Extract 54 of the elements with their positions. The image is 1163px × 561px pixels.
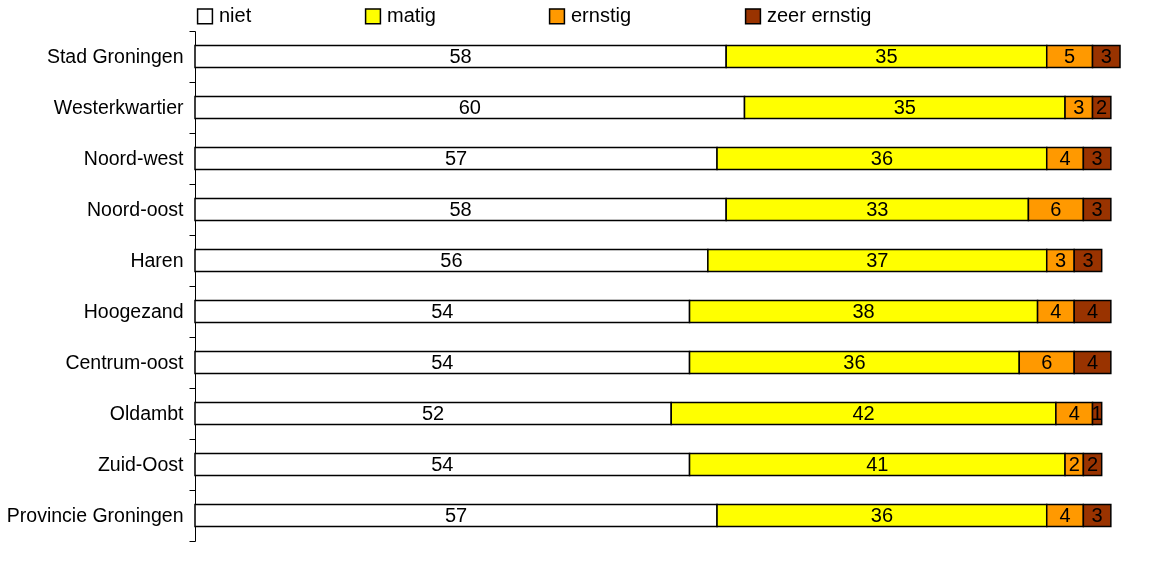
- y-tick-label: Westerkwartier: [53, 96, 184, 118]
- data-label: 57: [444, 146, 468, 169]
- y-tick-label: Zuid-Oost: [97, 453, 185, 475]
- y-tick-label: Stad Groningen: [46, 45, 184, 67]
- legend-label: zeer ernstig: [767, 4, 872, 27]
- data-label: 3: [1091, 146, 1103, 169]
- data-label: 3: [1091, 197, 1103, 220]
- data-label: 54: [431, 350, 454, 373]
- data-label: 4: [1059, 503, 1071, 526]
- data-label: 3: [1073, 95, 1085, 118]
- data-label: 52: [421, 401, 445, 424]
- data-label: 56: [440, 248, 463, 271]
- y-tick-label: Haren: [130, 249, 184, 271]
- data-label: 2: [1068, 452, 1080, 475]
- data-label: 3: [1091, 503, 1103, 526]
- legend-label: ernstig: [571, 4, 632, 27]
- data-label: 58: [449, 44, 472, 67]
- data-label: 36: [870, 146, 894, 169]
- legend-label: matig: [387, 4, 436, 27]
- data-label: 54: [431, 452, 454, 475]
- data-label: 5: [1064, 44, 1076, 67]
- y-tick-label: Provincie Groningen: [6, 504, 184, 526]
- data-label: 35: [893, 95, 916, 118]
- data-label: 2: [1096, 95, 1108, 118]
- data-label: 3: [1082, 248, 1094, 271]
- data-label: 3: [1054, 248, 1067, 271]
- data-label: 35: [875, 44, 898, 67]
- data-label: 58: [449, 197, 472, 220]
- data-label: 4: [1059, 146, 1071, 169]
- legend-label: niet: [219, 4, 252, 27]
- data-label: 2: [1086, 452, 1099, 475]
- data-label: 4: [1068, 401, 1080, 424]
- data-label: 57: [444, 503, 468, 526]
- y-tick-label: Noord-west: [83, 147, 185, 169]
- data-label: 37: [866, 248, 889, 271]
- data-label: 41: [866, 452, 889, 475]
- y-tick-label: Centrum-oost: [65, 351, 185, 373]
- data-label: 38: [852, 299, 875, 322]
- y-tick-label: Oldambt: [109, 402, 185, 424]
- data-label: 4: [1086, 299, 1099, 322]
- y-tick-label: Noord-oost: [87, 198, 185, 220]
- data-label: 1: [1091, 401, 1103, 424]
- data-label: 60: [458, 95, 481, 118]
- data-label: 36: [870, 503, 894, 526]
- data-label: 6: [1050, 197, 1062, 220]
- data-label: 42: [852, 401, 875, 424]
- data-label: 4: [1050, 299, 1062, 322]
- data-label: 54: [431, 299, 454, 322]
- data-label: 4: [1086, 350, 1099, 373]
- y-tick-label: Hoogezand: [83, 300, 184, 322]
- data-label: 33: [866, 197, 889, 220]
- data-label: 6: [1041, 350, 1053, 373]
- data-label: 36: [843, 350, 866, 373]
- data-label: 3: [1100, 44, 1112, 67]
